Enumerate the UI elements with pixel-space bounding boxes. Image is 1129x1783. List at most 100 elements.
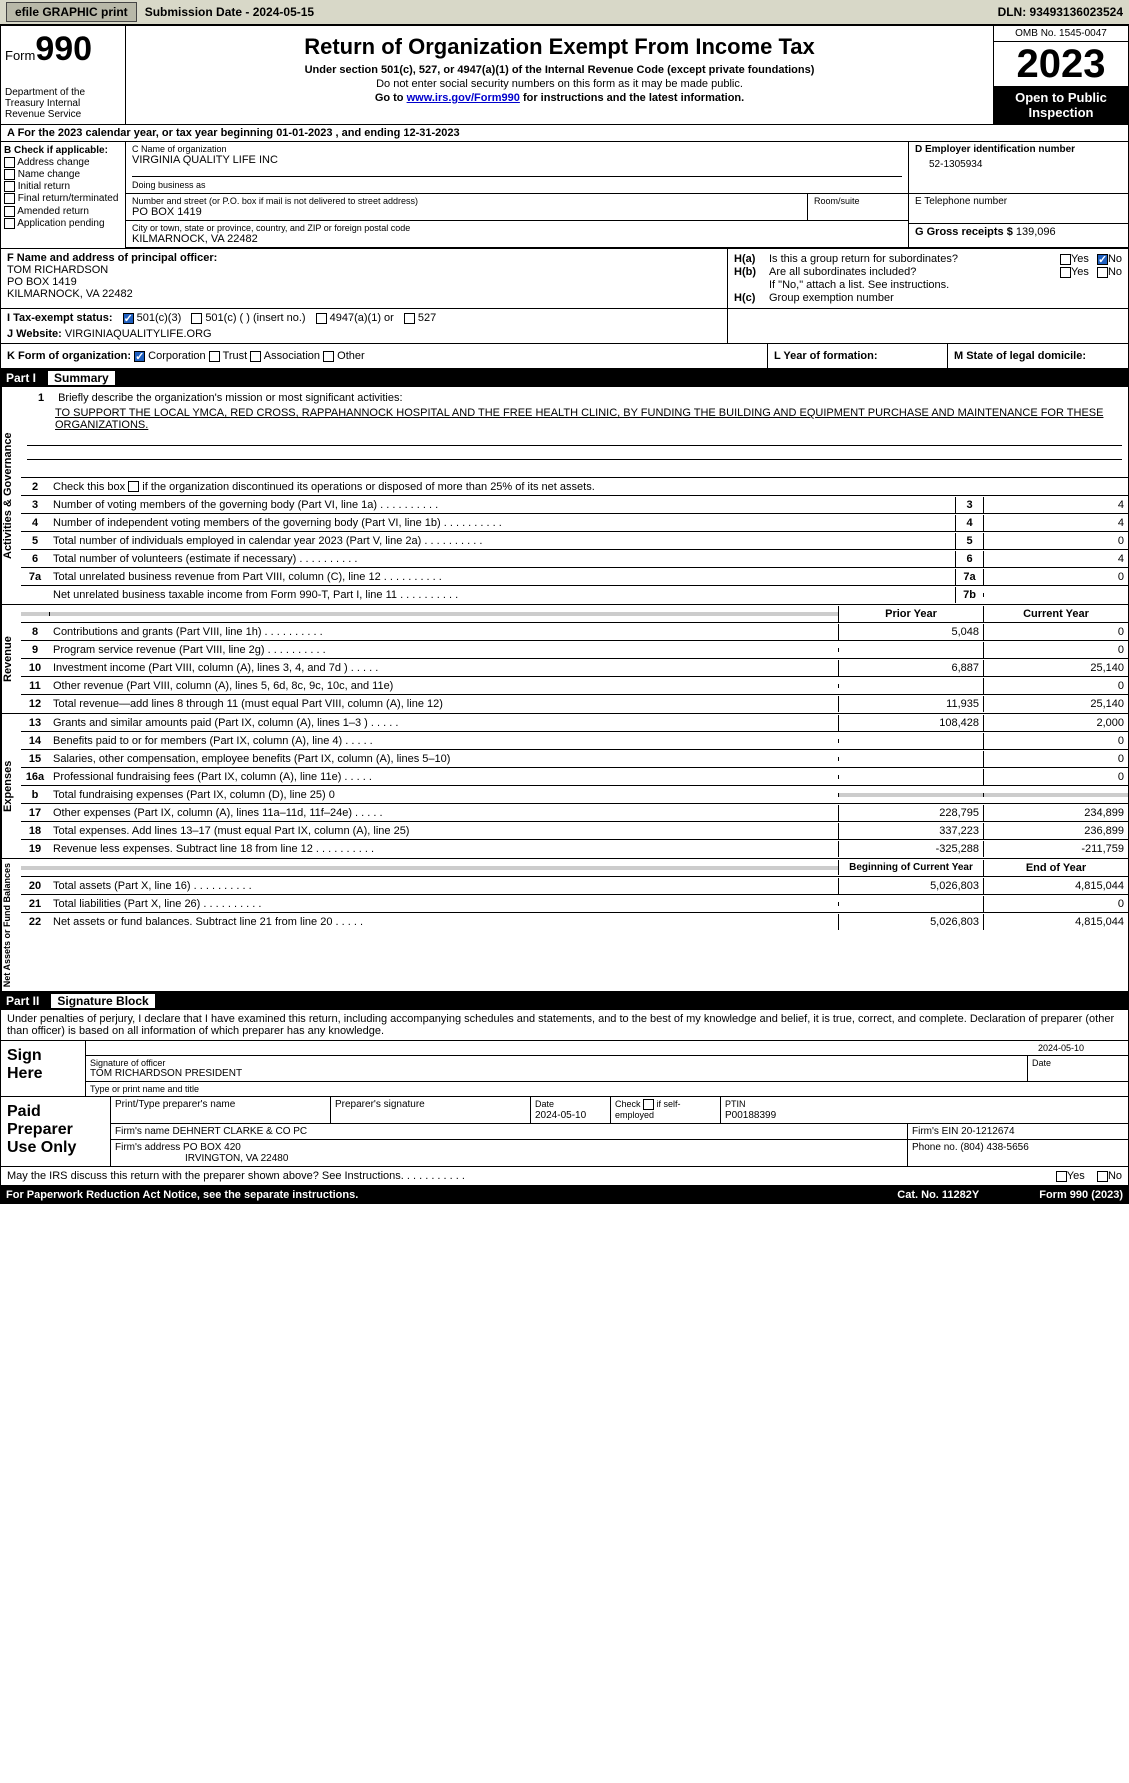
prep-sig-label: Preparer's signature (335, 1099, 425, 1110)
gross-receipts: 139,096 (1016, 226, 1056, 238)
eoy-hdr: End of Year (983, 860, 1128, 876)
line13: Grants and similar amounts paid (Part IX… (49, 715, 838, 731)
check-applicable-label: B Check if applicable: (4, 145, 122, 156)
c22: 4,815,044 (983, 914, 1128, 930)
v7b (983, 593, 1128, 597)
chk-corp[interactable]: Corporation (134, 350, 206, 362)
prep-date: 2024-05-10 (535, 1110, 586, 1121)
line12: Total revenue—add lines 8 through 11 (mu… (49, 696, 838, 712)
chk-527[interactable]: 527 (404, 312, 436, 324)
rev-sidelabel: Revenue (1, 605, 21, 713)
firm-ein-label: Firm's EIN (912, 1126, 961, 1137)
ein-value: 52-1305934 (915, 155, 1122, 170)
line18: Total expenses. Add lines 13–17 (must eq… (49, 823, 838, 839)
prep-date-label: Date (535, 1099, 554, 1109)
org-name-label: C Name of organization (132, 144, 902, 154)
line16b: Total fundraising expenses (Part IX, col… (49, 787, 838, 803)
irs-link[interactable]: www.irs.gov/Form990 (407, 92, 520, 104)
na-sidelabel: Net Assets or Fund Balances (1, 859, 21, 991)
line10: Investment income (Part VIII, column (A)… (49, 660, 838, 676)
row-i-j: I Tax-exempt status: 501(c)(3) 501(c) ( … (0, 309, 1129, 344)
discuss-no[interactable]: No (1097, 1170, 1122, 1182)
c13: 2,000 (983, 715, 1128, 731)
website-value: VIRGINIAQUALITYLIFE.ORG (65, 328, 212, 340)
p11 (838, 684, 983, 688)
line21: Total liabilities (Part X, line 26) (49, 896, 838, 912)
p20: 5,026,803 (838, 878, 983, 894)
cat-no: Cat. No. 11282Y (897, 1189, 979, 1201)
c18: 236,899 (983, 823, 1128, 839)
chk-trust[interactable]: Trust (209, 350, 248, 362)
hb-yes[interactable]: Yes (1060, 266, 1089, 278)
efile-print-button[interactable]: efile GRAPHIC print (6, 2, 137, 22)
form-num-footer: Form 990 (2023) (1039, 1189, 1123, 1201)
ha-no[interactable]: No (1097, 253, 1122, 265)
section-fh: F Name and address of principal officer:… (0, 249, 1129, 309)
form-number: Form990 (5, 30, 121, 69)
revenue-section: Revenue Prior YearCurrent Year 8Contribu… (0, 605, 1129, 714)
chk-self-employed[interactable] (643, 1099, 654, 1110)
row-klm: K Form of organization: Corporation Trus… (0, 344, 1129, 369)
p15 (838, 757, 983, 761)
chk-address-change[interactable]: Address change (4, 157, 122, 168)
ptin: P00188399 (725, 1110, 776, 1121)
ha-yes[interactable]: Yes (1060, 253, 1089, 265)
discuss-yes[interactable]: Yes (1056, 1170, 1085, 1182)
firm-addr2: IRVINGTON, VA 22480 (115, 1153, 288, 1164)
line22: Net assets or fund balances. Subtract li… (49, 914, 838, 930)
sig-date: 2024-05-10 (90, 1043, 1124, 1053)
line15: Salaries, other compensation, employee b… (49, 751, 838, 767)
dln: DLN: 93493136023524 (998, 5, 1123, 19)
part1-num: Part I (6, 371, 36, 385)
chk-discontinued[interactable] (128, 481, 139, 492)
p8: 5,048 (838, 624, 983, 640)
section-f: F Name and address of principal officer:… (1, 249, 728, 308)
form-org-label: K Form of organization: (7, 350, 131, 362)
chk-amended[interactable]: Amended return (4, 206, 122, 217)
goto-link: Go to www.irs.gov/Form990 for instructio… (132, 92, 987, 104)
chk-final-return[interactable]: Final return/terminated (4, 193, 122, 204)
p18: 337,223 (838, 823, 983, 839)
ptin-label: PTIN (725, 1099, 746, 1109)
top-toolbar: efile GRAPHIC print Submission Date - 20… (0, 0, 1129, 25)
year-formation-label: L Year of formation: (774, 350, 878, 362)
line6: Total number of volunteers (estimate if … (49, 551, 955, 567)
c20: 4,815,044 (983, 878, 1128, 894)
city-value: KILMARNOCK, VA 22482 (132, 233, 902, 245)
phone-label: Phone no. (912, 1142, 960, 1153)
chk-501c[interactable]: 501(c) ( ) (insert no.) (191, 312, 305, 324)
chk-name-change[interactable]: Name change (4, 169, 122, 180)
hb-note: If "No," attach a list. See instructions… (769, 279, 949, 291)
form-header: Form990 Department of the Treasury Inter… (0, 25, 1129, 125)
p22: 5,026,803 (838, 914, 983, 930)
part2-header: Part II Signature Block (0, 992, 1129, 1010)
line16a: Professional fundraising fees (Part IX, … (49, 769, 838, 785)
chk-initial-return[interactable]: Initial return (4, 181, 122, 192)
bottom-bar: For Paperwork Reduction Act Notice, see … (0, 1186, 1129, 1204)
chk-501c3[interactable]: 501(c)(3) (123, 312, 182, 324)
chk-other[interactable]: Other (323, 350, 365, 362)
chk-4947[interactable]: 4947(a)(1) or (316, 312, 394, 324)
hb-no[interactable]: No (1097, 266, 1122, 278)
p17: 228,795 (838, 805, 983, 821)
date-label: Date (1032, 1058, 1124, 1068)
discuss-row: May the IRS discuss this return with the… (0, 1167, 1129, 1186)
hc-text: Group exemption number (769, 292, 1122, 304)
state-domicile-label: M State of legal domicile: (954, 350, 1086, 362)
line3: Number of voting members of the governin… (49, 497, 955, 513)
c11: 0 (983, 678, 1128, 694)
form-title: Return of Organization Exempt From Incom… (132, 34, 987, 60)
ssn-note: Do not enter social security numbers on … (132, 78, 987, 90)
v5: 0 (983, 533, 1128, 549)
chk-app-pending[interactable]: Application pending (4, 218, 122, 229)
c14: 0 (983, 733, 1128, 749)
submission-date: Submission Date - 2024-05-15 (145, 5, 314, 19)
firm-addr1: PO BOX 420 (183, 1142, 241, 1153)
firm-ein: 20-1212674 (961, 1126, 1014, 1137)
dept-treasury: Department of the Treasury Internal Reve… (5, 87, 121, 120)
mission-text: TO SUPPORT THE LOCAL YMCA, RED CROSS, RA… (27, 407, 1122, 431)
addr-value: PO BOX 1419 (132, 206, 801, 218)
chk-assoc[interactable]: Association (250, 350, 320, 362)
officer-name: TOM RICHARDSON (7, 264, 721, 276)
discuss-text: May the IRS discuss this return with the… (7, 1170, 465, 1182)
